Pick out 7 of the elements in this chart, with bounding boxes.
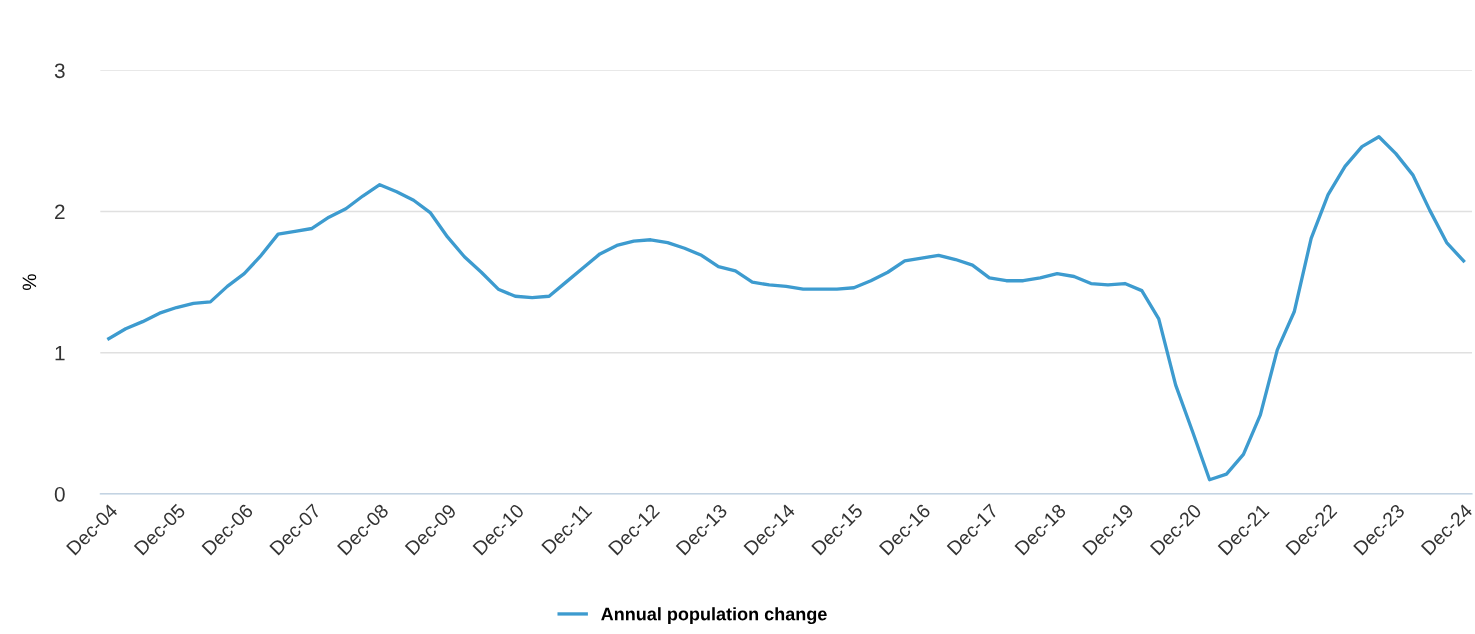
y-axis-title: %	[22, 274, 37, 291]
line-series	[107, 135, 1466, 482]
y-tick-label: 1	[55, 345, 65, 361]
y-tick-label: 3	[54, 63, 65, 79]
y-tick-label: 2	[55, 204, 65, 220]
legend-label: Annual population change	[601, 607, 827, 625]
y-tick-label: 0	[54, 486, 65, 502]
